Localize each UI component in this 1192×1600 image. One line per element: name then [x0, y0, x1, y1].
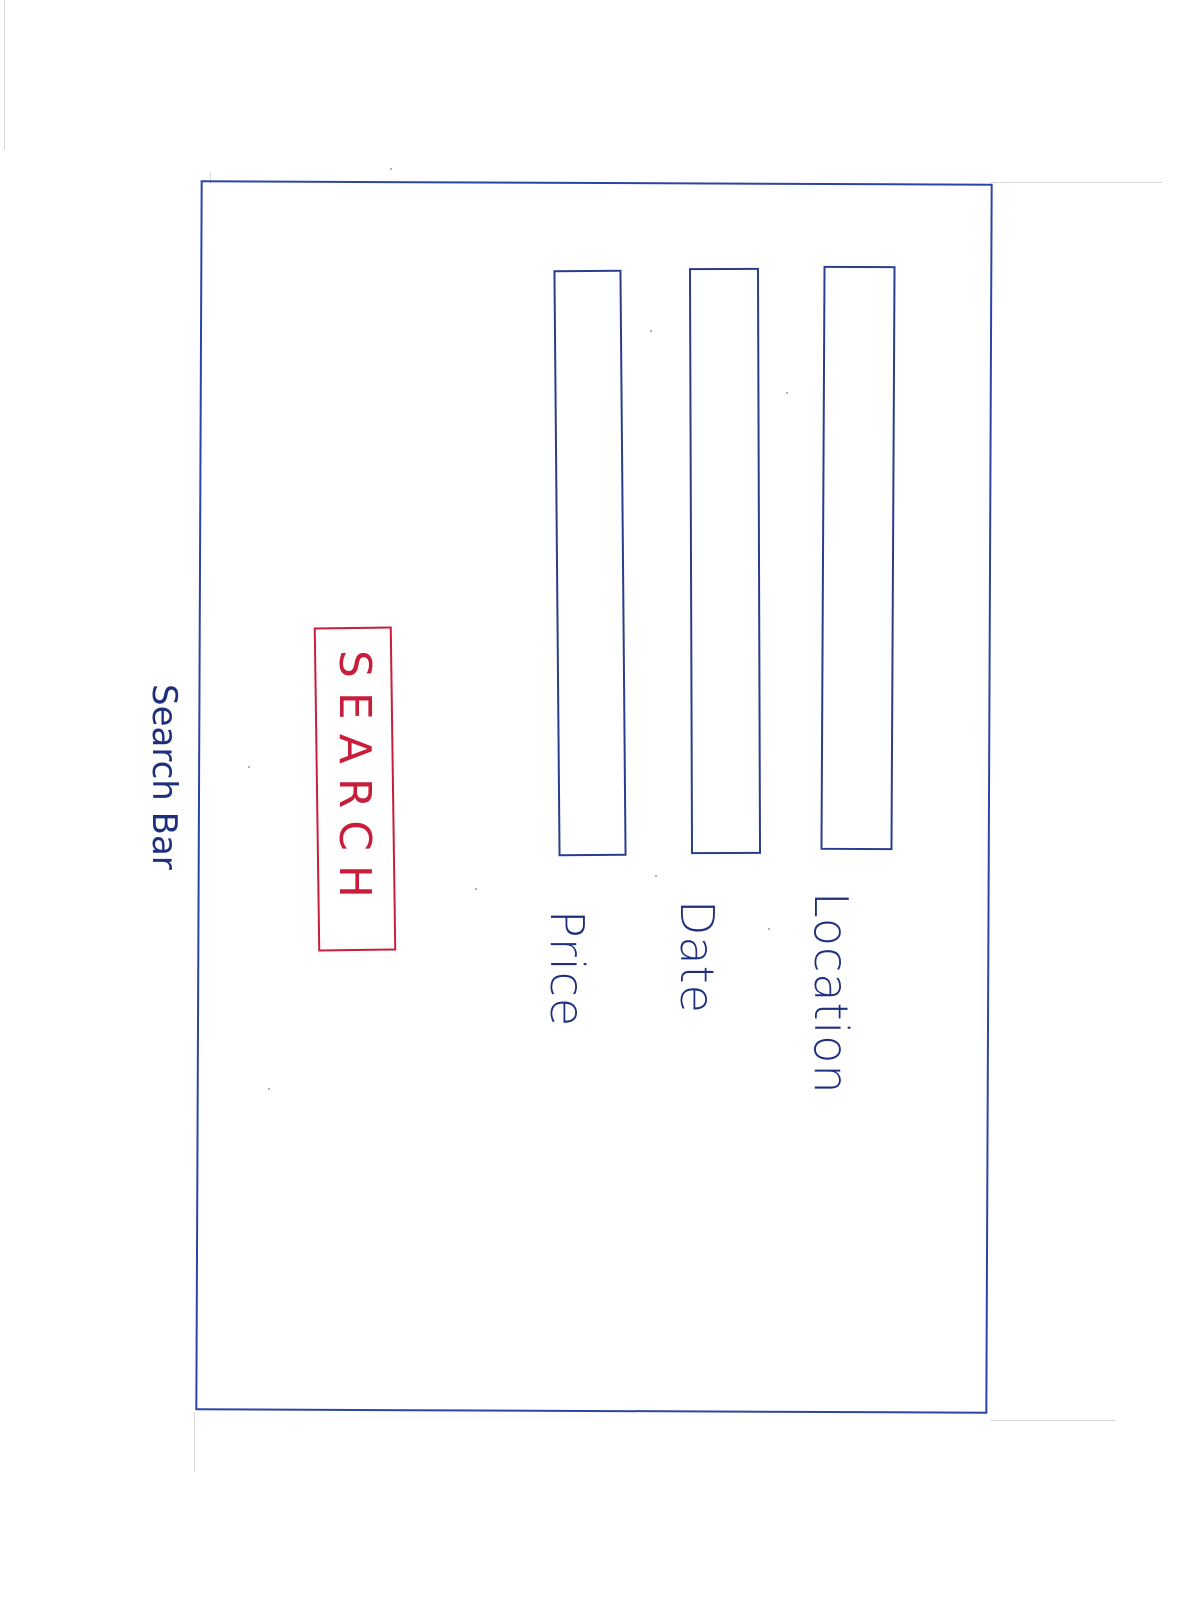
guide-line-top-right: [990, 182, 1162, 183]
pencil-dot: [655, 875, 657, 877]
search-bar-label: Search Bar: [144, 684, 184, 870]
pencil-dot: [248, 766, 250, 768]
guide-line-bottom-left: [194, 1412, 195, 1472]
date-label: Date: [670, 900, 724, 1014]
pencil-dot: [650, 330, 652, 332]
guide-line-left-edge: [4, 0, 5, 150]
search-button-label: SEARCH: [329, 650, 380, 913]
pencil-dot: [475, 888, 477, 890]
pencil-dot: [268, 1088, 270, 1090]
pencil-dot: [786, 392, 788, 394]
date-field[interactable]: [688, 267, 762, 855]
price-label: Price: [540, 910, 594, 1028]
location-label: Location: [804, 892, 858, 1095]
pencil-dot: [390, 168, 392, 170]
location-field[interactable]: [820, 265, 896, 851]
guide-line-bottom-right: [990, 1420, 1115, 1421]
guide-line-top-left: [210, 172, 211, 184]
pencil-dot: [768, 928, 770, 930]
price-field[interactable]: [553, 269, 627, 857]
